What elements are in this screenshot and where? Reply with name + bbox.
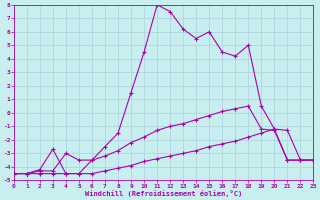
X-axis label: Windchill (Refroidissement éolien,°C): Windchill (Refroidissement éolien,°C) bbox=[85, 190, 242, 197]
